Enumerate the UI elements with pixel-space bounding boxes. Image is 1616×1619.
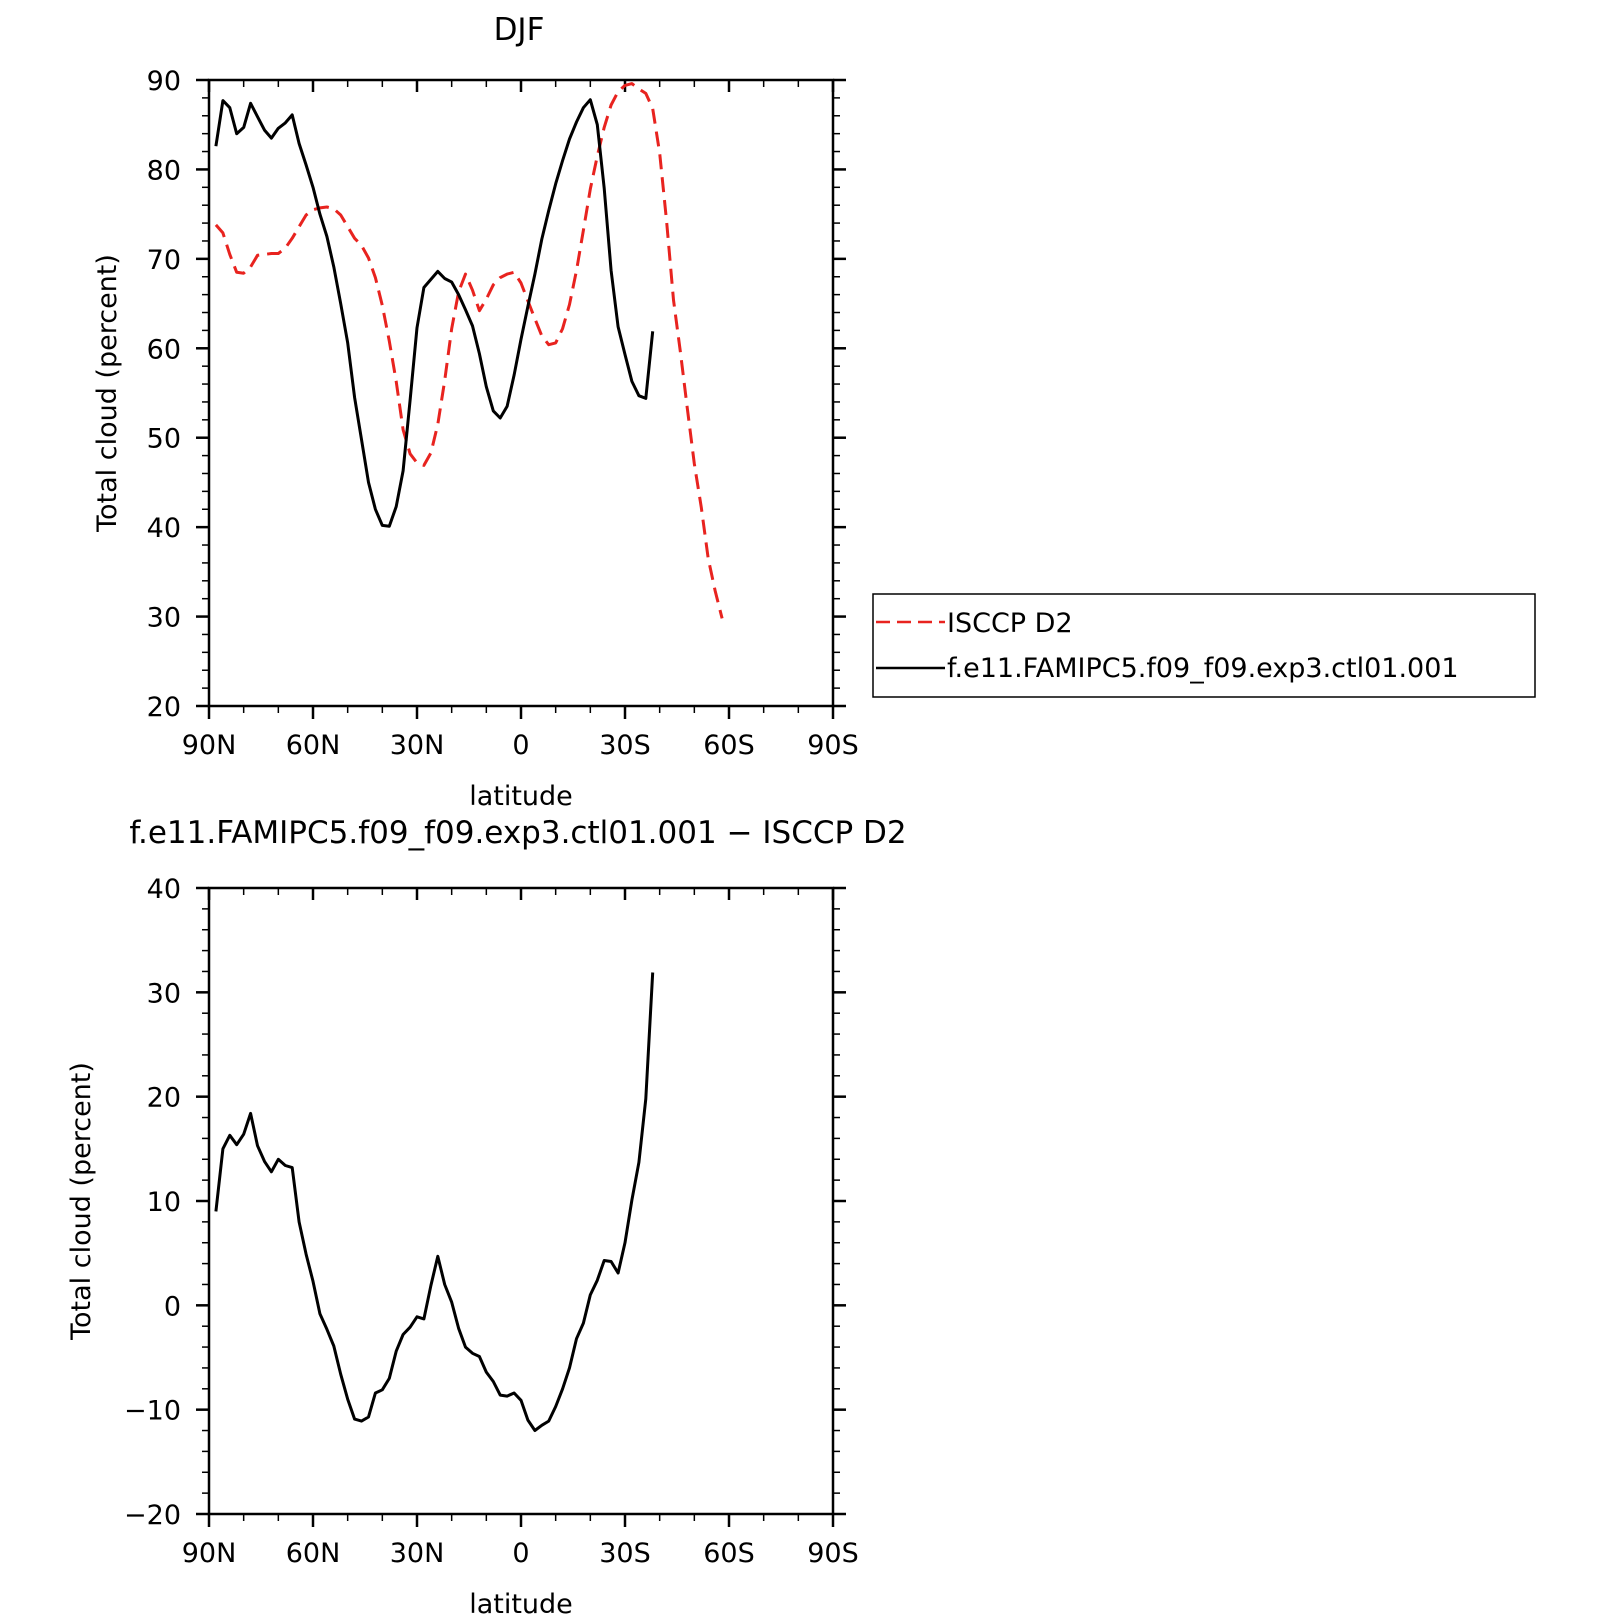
bottom-y-tick-label: 20	[147, 1083, 181, 1114]
top-x-tick-label: 90N	[182, 730, 237, 761]
top-y-tick-label: 60	[147, 334, 181, 365]
top-x-tick-label: 30S	[599, 730, 651, 761]
bottom-y-tick-label: 10	[147, 1187, 181, 1218]
top-x-tick-label: 0	[512, 730, 529, 761]
top-chart: DJF 90N 60N 30N 0 30S 60S 90S2030405060708090 …	[92, 12, 1536, 812]
top-series-line-1	[214, 98, 655, 528]
bottom-chart-title: f.e11.FAMIPC5.f09_f09.exp3.ctl01.001 − I…	[129, 815, 906, 851]
top-y-tick-label: 70	[147, 245, 181, 276]
bottom-x-tick-label: 30N	[390, 1538, 445, 1569]
bottom-y-tick-label: 0	[164, 1291, 181, 1322]
bottom-y-tick-label: 30	[147, 978, 181, 1009]
bottom-y-tick-label: −10	[124, 1396, 181, 1427]
bottom-y-tick-label: 40	[147, 874, 181, 905]
top-x-axis-label: latitude	[469, 781, 573, 812]
bottom-series-line-0	[214, 972, 655, 1432]
legend-label-model: f.e11.FAMIPC5.f09_f09.exp3.ctl01.001	[947, 653, 1459, 684]
top-x-tick-label: 60N	[286, 730, 341, 761]
bottom-x-tick-label: 30S	[599, 1538, 651, 1569]
top-x-tick-label: 30N	[390, 730, 445, 761]
top-y-tick-label: 20	[147, 692, 181, 723]
bottom-chart: f.e11.FAMIPC5.f09_f09.exp3.ctl01.001 − I…	[66, 815, 907, 1619]
bottom-y-tick-label: −20	[124, 1500, 181, 1531]
top-x-tick-label: 90S	[807, 730, 859, 761]
bottom-y-axis-label: Total cloud (percent)	[66, 1062, 97, 1341]
top-plot-frame	[207, 78, 835, 708]
top-chart-title: DJF	[494, 12, 545, 48]
bottom-x-tick-label: 0	[512, 1538, 529, 1569]
top-y-axis-label: Total cloud (percent)	[92, 254, 123, 533]
bottom-x-tick-label: 60N	[286, 1538, 341, 1569]
bottom-x-tick-label: 90S	[807, 1538, 859, 1569]
legend-label-isccp: ISCCP D2	[947, 608, 1073, 639]
bottom-plot-frame	[207, 886, 835, 1516]
top-y-tick-label: 30	[147, 603, 181, 634]
bottom-x-tick-label: 90N	[182, 1538, 237, 1569]
top-y-tick-label: 50	[147, 424, 181, 455]
top-y-tick-label: 80	[147, 155, 181, 186]
legend: ISCCP D2 f.e11.FAMIPC5.f09_f09.exp3.ctl0…	[872, 593, 1536, 698]
top-y-tick-label: 40	[147, 513, 181, 544]
legend-box	[872, 593, 1536, 698]
top-series-line-0	[214, 82, 724, 619]
bottom-x-axis-label: latitude	[469, 1589, 573, 1619]
bottom-x-tick-label: 60S	[703, 1538, 755, 1569]
top-y-tick-label: 90	[147, 66, 181, 97]
top-x-tick-label: 60S	[703, 730, 755, 761]
